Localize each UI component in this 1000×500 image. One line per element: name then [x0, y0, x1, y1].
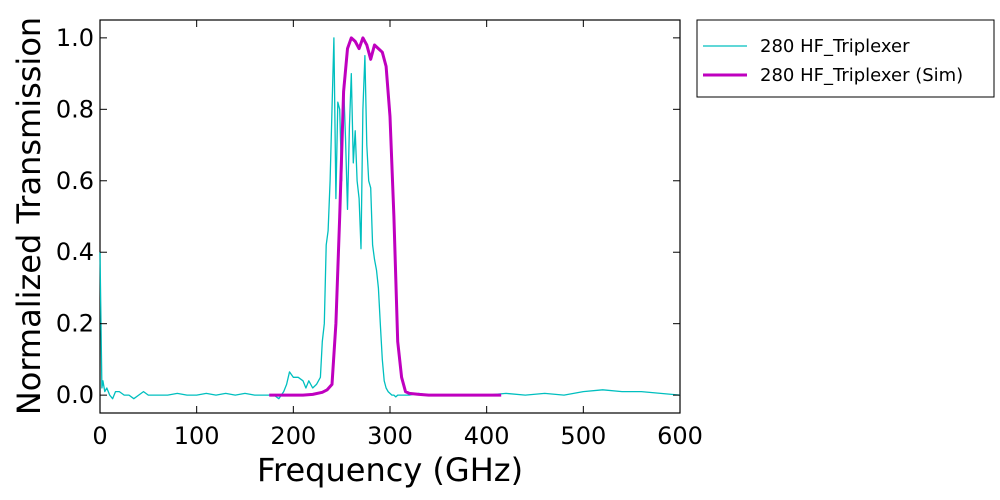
y-tick-label: 0.2 — [56, 310, 94, 338]
legend-box — [696, 19, 995, 98]
x-tick-label: 500 — [560, 422, 606, 450]
x-tick-label: 100 — [174, 422, 220, 450]
y-tick-label: 0.6 — [56, 167, 94, 195]
x-tick-label: 0 — [92, 422, 107, 450]
x-tick-label: 200 — [270, 422, 316, 450]
legend-label-measured: 280 HF_Triplexer — [760, 36, 910, 57]
series-layer — [99, 36, 681, 400]
x-tick-label: 600 — [657, 422, 703, 450]
legend: 280 HF_Triplexer 280 HF_Triplexer (Sim) — [696, 19, 995, 98]
series-line-0 — [99, 37, 681, 400]
plot-frame — [99, 19, 681, 414]
y-axis-title: Normalized Transmission — [10, 17, 48, 415]
plot-area: 0 100 200 300 400 500 600 0.0 0.2 0.4 0.6 0.8 1.0 — [56, 19, 703, 450]
x-tick-label: 400 — [464, 422, 510, 450]
y-tick-label: 0.0 — [56, 381, 94, 409]
x-axis-ticks: 0 100 200 300 400 500 600 — [92, 20, 703, 450]
y-tick-label: 0.4 — [56, 238, 94, 266]
x-axis-title: Frequency (GHz) — [257, 451, 523, 489]
x-tick-label: 300 — [367, 422, 413, 450]
y-axis-ticks: 0.0 0.2 0.4 0.6 0.8 1.0 — [56, 24, 680, 409]
legend-label-sim: 280 HF_Triplexer (Sim) — [760, 65, 963, 86]
y-tick-label: 0.8 — [56, 95, 94, 123]
series-line-1 — [269, 36, 502, 397]
y-tick-label: 1.0 — [56, 24, 94, 52]
